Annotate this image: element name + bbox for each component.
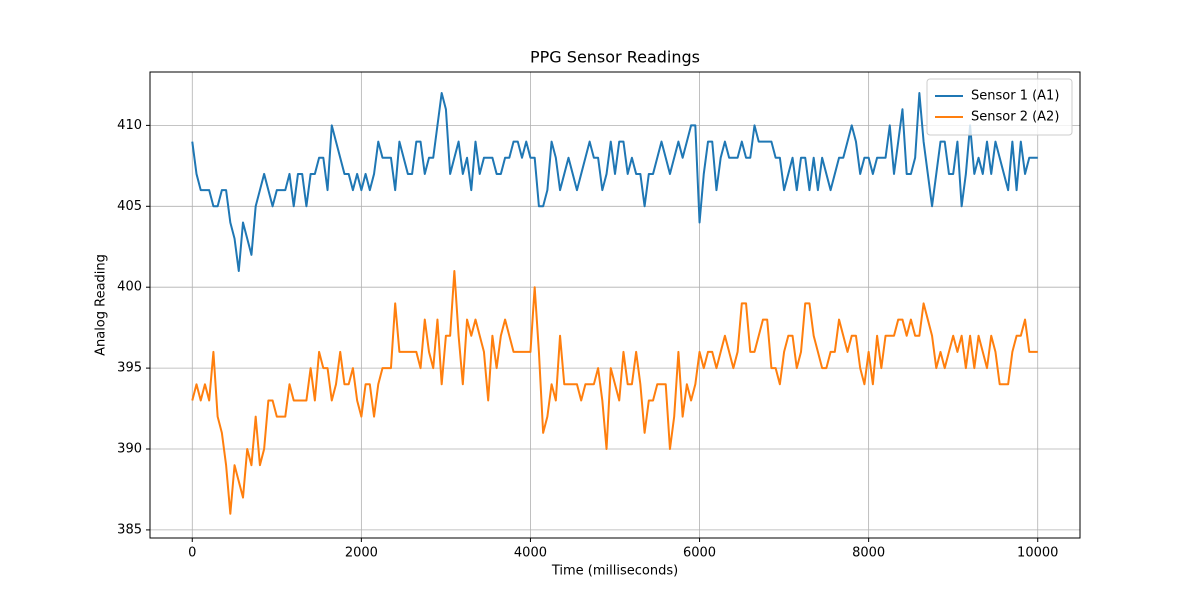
legend-label: Sensor 1 (A1) <box>971 89 1059 104</box>
x-tick-label: 8000 <box>852 546 885 561</box>
y-tick-label: 410 <box>117 118 142 133</box>
x-tick-label: 0 <box>188 546 196 561</box>
x-tick-label: 10000 <box>1017 546 1058 561</box>
y-tick-label: 385 <box>117 522 142 537</box>
y-tick-label: 395 <box>117 361 142 376</box>
plot-frame <box>149 71 1081 539</box>
series-line <box>191 92 1038 273</box>
legend-box <box>926 78 1073 136</box>
y-tick-label: 400 <box>117 280 142 295</box>
chart-title: PPG Sensor Readings <box>530 48 700 67</box>
x-tick-label: 6000 <box>683 546 716 561</box>
legend-label: Sensor 2 (A2) <box>971 110 1059 125</box>
y-tick-label: 405 <box>117 199 142 214</box>
x-axis-label: Time (milliseconds) <box>551 564 678 579</box>
y-tick-label: 390 <box>117 442 142 457</box>
x-tick-label: 4000 <box>514 546 547 561</box>
y-axis-label: Analog Reading <box>94 254 109 356</box>
series-line <box>191 270 1038 515</box>
x-tick-label: 2000 <box>345 546 378 561</box>
